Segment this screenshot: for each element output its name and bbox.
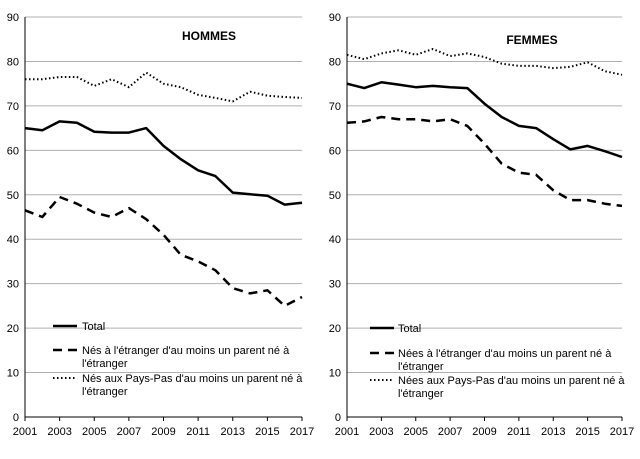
x-tick-label-2003: 2003 <box>47 426 71 438</box>
series-lines-hommes <box>24 71 303 308</box>
x-tick-labels-hommes: 2001 2003 2005 2007 2009 2011 2013 2015 2017 <box>13 426 314 438</box>
series-line-nes-aux-pays-pas-d-au-moins-un-parent-ne-a-l-etranger <box>25 71 303 103</box>
y-tick-label-20: 20 <box>329 323 341 335</box>
x-tick-label-2009: 2009 <box>151 426 175 438</box>
y-tick-label-80: 80 <box>329 56 341 68</box>
x-tick-label-2011: 2011 <box>507 426 531 438</box>
x-tick-label-2007: 2007 <box>438 426 462 438</box>
y-tick-label-90: 90 <box>7 12 19 24</box>
x-tick-label-2007: 2007 <box>117 426 141 438</box>
axes-femmes <box>346 17 623 421</box>
legend-label-line1: Nées à l'étranger d'au moins un parent n… <box>398 348 614 360</box>
y-tick-label-60: 60 <box>7 145 19 157</box>
legend-label-line2: l'étranger <box>82 386 128 398</box>
legend-label-total-femmes: Total <box>398 323 421 335</box>
x-tick-label-2003: 2003 <box>369 426 393 438</box>
x-tick-label-2015: 2015 <box>255 426 279 438</box>
y-tick-label-50: 50 <box>329 190 341 202</box>
y-tick-label-40: 40 <box>329 234 341 246</box>
legend-label-line1: Nées aux Pays-Pas d'au moins un parent n… <box>398 375 628 387</box>
x-tick-label-2005: 2005 <box>404 426 428 438</box>
x-tick-label-2017: 2017 <box>290 426 314 438</box>
y-tick-label-0: 0 <box>13 412 19 424</box>
y-tick-label-70: 70 <box>7 101 19 113</box>
legend-label-nees-pays-bas-femmes: Nées aux Pays-Pas d'au moins un parent n… <box>398 375 628 400</box>
y-tick-labels-hommes: 0 10 20 30 40 50 60 70 80 90 <box>7 12 19 424</box>
y-tick-label-10: 10 <box>329 368 341 380</box>
legend-label-line2: l'étranger <box>398 361 444 373</box>
y-tick-label-70: 70 <box>329 101 341 113</box>
gridlines-hommes <box>25 16 302 374</box>
y-tick-label-80: 80 <box>7 56 19 68</box>
x-tick-label-2001: 2001 <box>13 426 37 438</box>
y-tick-labels-femmes: 0 10 20 30 40 50 60 70 80 90 <box>329 12 341 424</box>
series-lines-femmes <box>346 48 623 208</box>
series-line-total <box>24 120 303 206</box>
series-line-total <box>346 81 623 159</box>
legend-label-nes-etranger-hommes: Nés à l'étranger d'au moins un parent né… <box>82 345 292 370</box>
x-tick-label-2015: 2015 <box>575 426 599 438</box>
chart-title-hommes: HOMMES <box>182 29 236 43</box>
x-tick-label-2013: 2013 <box>541 426 565 438</box>
legend-label-line1: Nés à l'étranger d'au moins un parent né… <box>82 345 292 357</box>
series-line-nees-aux-pays-pas-d-au-moins-un-parent-ne-a-l-etranger <box>346 48 623 76</box>
y-tick-label-30: 30 <box>7 279 19 291</box>
x-tick-label-2013: 2013 <box>221 426 245 438</box>
legend-label-total-hommes: Total <box>82 321 105 333</box>
y-tick-label-50: 50 <box>7 190 19 202</box>
series-line-nees-a-l-etranger-d-au-moins-un-parent-ne-a-l-etranger <box>346 115 623 208</box>
x-tick-label-2009: 2009 <box>472 426 496 438</box>
y-tick-label-60: 60 <box>329 145 341 157</box>
legend-label-nes-pays-bas-hommes: Nés aux Pays-Pas d'au moins un parent né… <box>82 373 305 398</box>
chart-title-femmes: FEMMES <box>506 33 557 47</box>
legend-label-line1: Nés aux Pays-Pas d'au moins un parent né… <box>82 373 305 385</box>
series-line-nes-a-l-etranger-d-au-moins-un-parent-ne-a-l-etranger <box>24 195 303 308</box>
legend-hommes: Total Nés à l'étranger d'au moins un par… <box>53 321 305 398</box>
legend-femmes: Total Nées à l'étranger d'au moins un pa… <box>370 323 628 400</box>
y-tick-label-90: 90 <box>329 12 341 24</box>
x-tick-label-2005: 2005 <box>82 426 106 438</box>
x-tick-labels-femmes: 2001 2003 2005 2007 2009 2011 2013 2015 2017 <box>335 426 634 438</box>
x-tick-label-2017: 2017 <box>610 426 634 438</box>
x-tick-label-2001: 2001 <box>335 426 359 438</box>
y-tick-label-30: 30 <box>329 279 341 291</box>
legend-label-line2: l'étranger <box>398 388 444 400</box>
y-tick-label-20: 20 <box>7 323 19 335</box>
legend-label-line2: l'étranger <box>82 358 128 370</box>
legend-label-nees-etranger-femmes: Nées à l'étranger d'au moins un parent n… <box>398 348 614 373</box>
y-tick-label-40: 40 <box>7 234 19 246</box>
y-tick-label-10: 10 <box>7 368 19 380</box>
y-tick-label-0: 0 <box>335 412 341 424</box>
x-tick-label-2011: 2011 <box>186 426 210 438</box>
axes-hommes <box>24 17 303 421</box>
